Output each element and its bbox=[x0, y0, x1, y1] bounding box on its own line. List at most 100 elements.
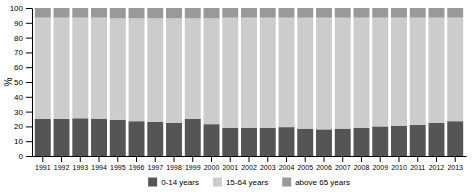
legend-label: above 65 years bbox=[295, 178, 350, 187]
y-tick-mark bbox=[26, 38, 32, 39]
bar bbox=[354, 18, 370, 128]
x-tick-mark bbox=[249, 156, 250, 162]
x-tick-label: 2004 bbox=[279, 164, 295, 171]
x-tick: 2004 bbox=[279, 156, 295, 171]
y-tick-mark bbox=[26, 8, 32, 9]
bar bbox=[429, 123, 445, 156]
y-tick-label: 0 bbox=[19, 152, 24, 161]
y-tick-label: 90 bbox=[14, 19, 23, 28]
x-tick-mark bbox=[455, 156, 456, 162]
x-tick-mark bbox=[286, 156, 287, 162]
bar bbox=[335, 129, 351, 156]
x-tick-mark bbox=[174, 156, 175, 162]
bar bbox=[316, 8, 332, 18]
bar bbox=[72, 118, 88, 156]
bar bbox=[72, 18, 88, 119]
bar bbox=[260, 128, 276, 156]
x-tick-mark bbox=[61, 156, 62, 162]
x-tick: 2001 bbox=[222, 156, 238, 171]
x-tick-mark bbox=[42, 156, 43, 162]
bar bbox=[222, 18, 238, 128]
bar bbox=[260, 18, 276, 128]
bar bbox=[204, 124, 220, 156]
x-tick-label: 1992 bbox=[54, 164, 70, 171]
x-tick-mark bbox=[380, 156, 381, 162]
x-tick: 2008 bbox=[354, 156, 370, 171]
legend: 0-14 years15-64 yearsabove 65 years bbox=[148, 178, 350, 188]
y-tick-mark bbox=[26, 126, 32, 127]
bar bbox=[429, 8, 445, 18]
x-tick-mark bbox=[211, 156, 212, 162]
bar bbox=[147, 122, 163, 156]
bar bbox=[354, 8, 370, 18]
bar bbox=[185, 18, 201, 119]
bar bbox=[391, 18, 407, 126]
x-tick-label: 2012 bbox=[429, 164, 445, 171]
x-tick: 1991 bbox=[35, 156, 51, 171]
bar bbox=[335, 8, 351, 18]
bar bbox=[372, 126, 388, 156]
x-tick-mark bbox=[436, 156, 437, 162]
bar bbox=[335, 18, 351, 129]
bar bbox=[447, 8, 463, 18]
y-tick-mark bbox=[26, 52, 32, 53]
x-tick-label: 2011 bbox=[410, 164, 425, 171]
bar bbox=[166, 18, 182, 122]
series bbox=[35, 8, 463, 18]
x-tick: 1993 bbox=[72, 156, 88, 171]
x-tick-label: 1998 bbox=[166, 164, 182, 171]
bar bbox=[35, 8, 51, 18]
bar bbox=[297, 8, 313, 18]
bar bbox=[54, 119, 70, 156]
plot: 0102030405060708090100199119921993199419… bbox=[10, 4, 467, 171]
x-tick-mark bbox=[398, 156, 399, 162]
legend-label: 15-64 years bbox=[226, 178, 268, 187]
bar bbox=[241, 8, 257, 18]
x-tick: 2006 bbox=[316, 156, 332, 171]
x-tick-mark bbox=[117, 156, 118, 162]
y-tick: 40 bbox=[14, 93, 32, 102]
x-tick-mark bbox=[192, 156, 193, 162]
x-tick-mark bbox=[361, 156, 362, 162]
x-tick-label: 1996 bbox=[129, 164, 145, 171]
bar bbox=[372, 18, 388, 127]
x-tick-label: 1999 bbox=[185, 164, 201, 171]
x-tick-label: 2001 bbox=[222, 164, 238, 171]
bar bbox=[316, 18, 332, 130]
y-tick-label: 20 bbox=[14, 122, 23, 131]
x-tick-mark bbox=[80, 156, 81, 162]
legend-swatch bbox=[213, 178, 222, 187]
bars bbox=[35, 8, 463, 156]
x-tick: 1995 bbox=[110, 156, 126, 171]
x-tick-label: 1995 bbox=[110, 164, 126, 171]
x-tick: 2013 bbox=[447, 156, 463, 171]
bar bbox=[185, 119, 201, 156]
y-tick-mark bbox=[26, 141, 32, 142]
bar bbox=[447, 121, 463, 156]
bar bbox=[279, 18, 295, 128]
x-tick: 2009 bbox=[372, 156, 388, 171]
bar bbox=[279, 8, 295, 18]
bar bbox=[410, 18, 426, 125]
y-tick-mark bbox=[26, 82, 32, 83]
bar bbox=[110, 18, 126, 119]
x-tick-label: 2010 bbox=[391, 164, 407, 171]
bar bbox=[204, 18, 220, 124]
y-axis-line bbox=[32, 9, 33, 157]
bar bbox=[297, 18, 313, 129]
series bbox=[35, 18, 463, 130]
bar bbox=[297, 129, 313, 156]
y-tick: 20 bbox=[14, 122, 32, 131]
x-tick: 2000 bbox=[204, 156, 220, 171]
legend-swatch bbox=[148, 178, 157, 187]
x-tick: 2012 bbox=[429, 156, 445, 171]
y-tick-label: 80 bbox=[14, 34, 23, 43]
x-tick: 2005 bbox=[297, 156, 313, 171]
legend-swatch bbox=[282, 178, 291, 187]
y-tick-label: 50 bbox=[14, 78, 23, 87]
bar bbox=[279, 127, 295, 156]
y-tick-mark bbox=[26, 112, 32, 113]
y-tick: 70 bbox=[14, 48, 32, 57]
x-tick: 2011 bbox=[410, 156, 425, 171]
bar bbox=[185, 8, 201, 18]
